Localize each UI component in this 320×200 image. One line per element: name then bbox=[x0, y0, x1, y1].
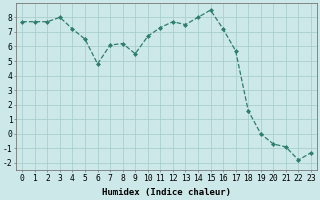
X-axis label: Humidex (Indice chaleur): Humidex (Indice chaleur) bbox=[102, 188, 231, 197]
